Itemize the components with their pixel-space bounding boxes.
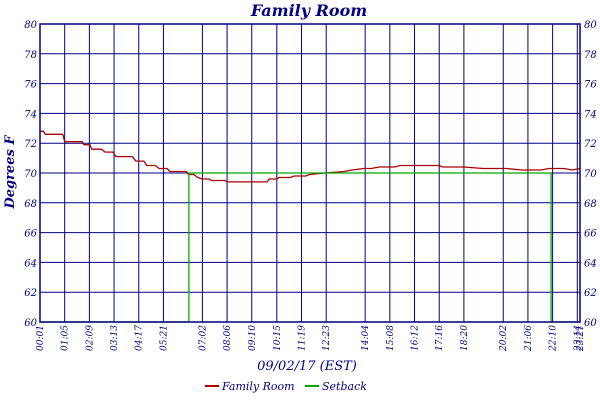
y-tick-label-right: 80	[584, 20, 597, 31]
y-tick-label-right: 74	[584, 109, 597, 120]
frame-layer	[39, 23, 581, 323]
series-line-setback	[40, 172, 580, 323]
y-tick-label-right: 66	[584, 229, 597, 240]
x-tick-label: 08:06	[223, 325, 233, 351]
x-tick-label: 01:05	[61, 325, 71, 351]
x-tick-label: 07:02	[198, 325, 208, 351]
y-tick-label-left: 76	[24, 80, 37, 91]
x-tick-label: 23:21	[576, 325, 586, 352]
y-tick-label-right: 64	[584, 258, 597, 269]
legend-label-family-room: Family Room	[221, 380, 295, 393]
y-tick-label-left: 60	[24, 318, 37, 329]
x-tick-label: 18:20	[460, 325, 470, 351]
x-tick-label: 03:13	[110, 325, 120, 351]
y-tick-label-left: 78	[24, 50, 37, 61]
y-tick-label-left: 66	[24, 229, 37, 240]
label-layer: 60 60 62 62 64 64 66 66 68 68 70 70 72 72 74 74 76 76 78 78…	[24, 20, 597, 352]
plot-frame	[39, 23, 581, 323]
y-tick-label-right: 62	[584, 288, 597, 299]
y-tick-label-left: 64	[24, 258, 37, 269]
x-axis-label: 09/02/17 (EST)	[257, 359, 357, 374]
x-tick-label: 04:17	[135, 325, 145, 351]
y-tick-label-left: 62	[24, 288, 37, 299]
legend-label-setback: Setback	[322, 380, 367, 393]
x-tick-label: 16:12	[411, 325, 421, 351]
y-axis-label: Degrees F	[3, 135, 18, 210]
x-tick-label: 02:09	[85, 325, 95, 351]
y-tick-label-right: 70	[584, 169, 597, 180]
legend: Family Room Setback	[205, 380, 367, 393]
y-tick-label-left: 72	[24, 139, 37, 150]
series-line-family-room	[40, 130, 581, 183]
y-tick-label-left: 70	[24, 169, 37, 180]
y-tick-label-right: 78	[584, 50, 597, 61]
y-tick-label-right: 60	[584, 318, 597, 329]
x-tick-label: 00:01	[36, 325, 46, 351]
x-tick-label: 23:14	[573, 325, 583, 352]
x-tick-label: 21:06	[524, 325, 534, 352]
x-tick-label: 11:19	[298, 325, 308, 351]
x-tick-label: 17:16	[435, 325, 445, 351]
y-tick-label-right: 72	[584, 139, 597, 150]
y-tick-label-left: 68	[24, 199, 37, 210]
chart-title: Family Room	[250, 1, 367, 20]
y-tick-label-right: 68	[584, 199, 597, 210]
x-tick-label: 12:23	[322, 325, 332, 351]
x-tick-label: 22:10	[549, 325, 559, 352]
series-layer	[40, 130, 581, 323]
x-tick-label: 10:15	[273, 325, 283, 351]
y-tick-label-right: 76	[584, 80, 597, 91]
x-tick-label: 15:08	[386, 325, 396, 351]
x-tick-label: 05:21	[159, 325, 169, 351]
x-tick-label: 14:04	[361, 325, 371, 351]
y-tick-label-left: 80	[24, 20, 37, 31]
x-tick-label: 20:02	[499, 325, 509, 352]
x-tick-label: 09:10	[248, 325, 258, 351]
y-tick-label-left: 74	[24, 109, 37, 120]
